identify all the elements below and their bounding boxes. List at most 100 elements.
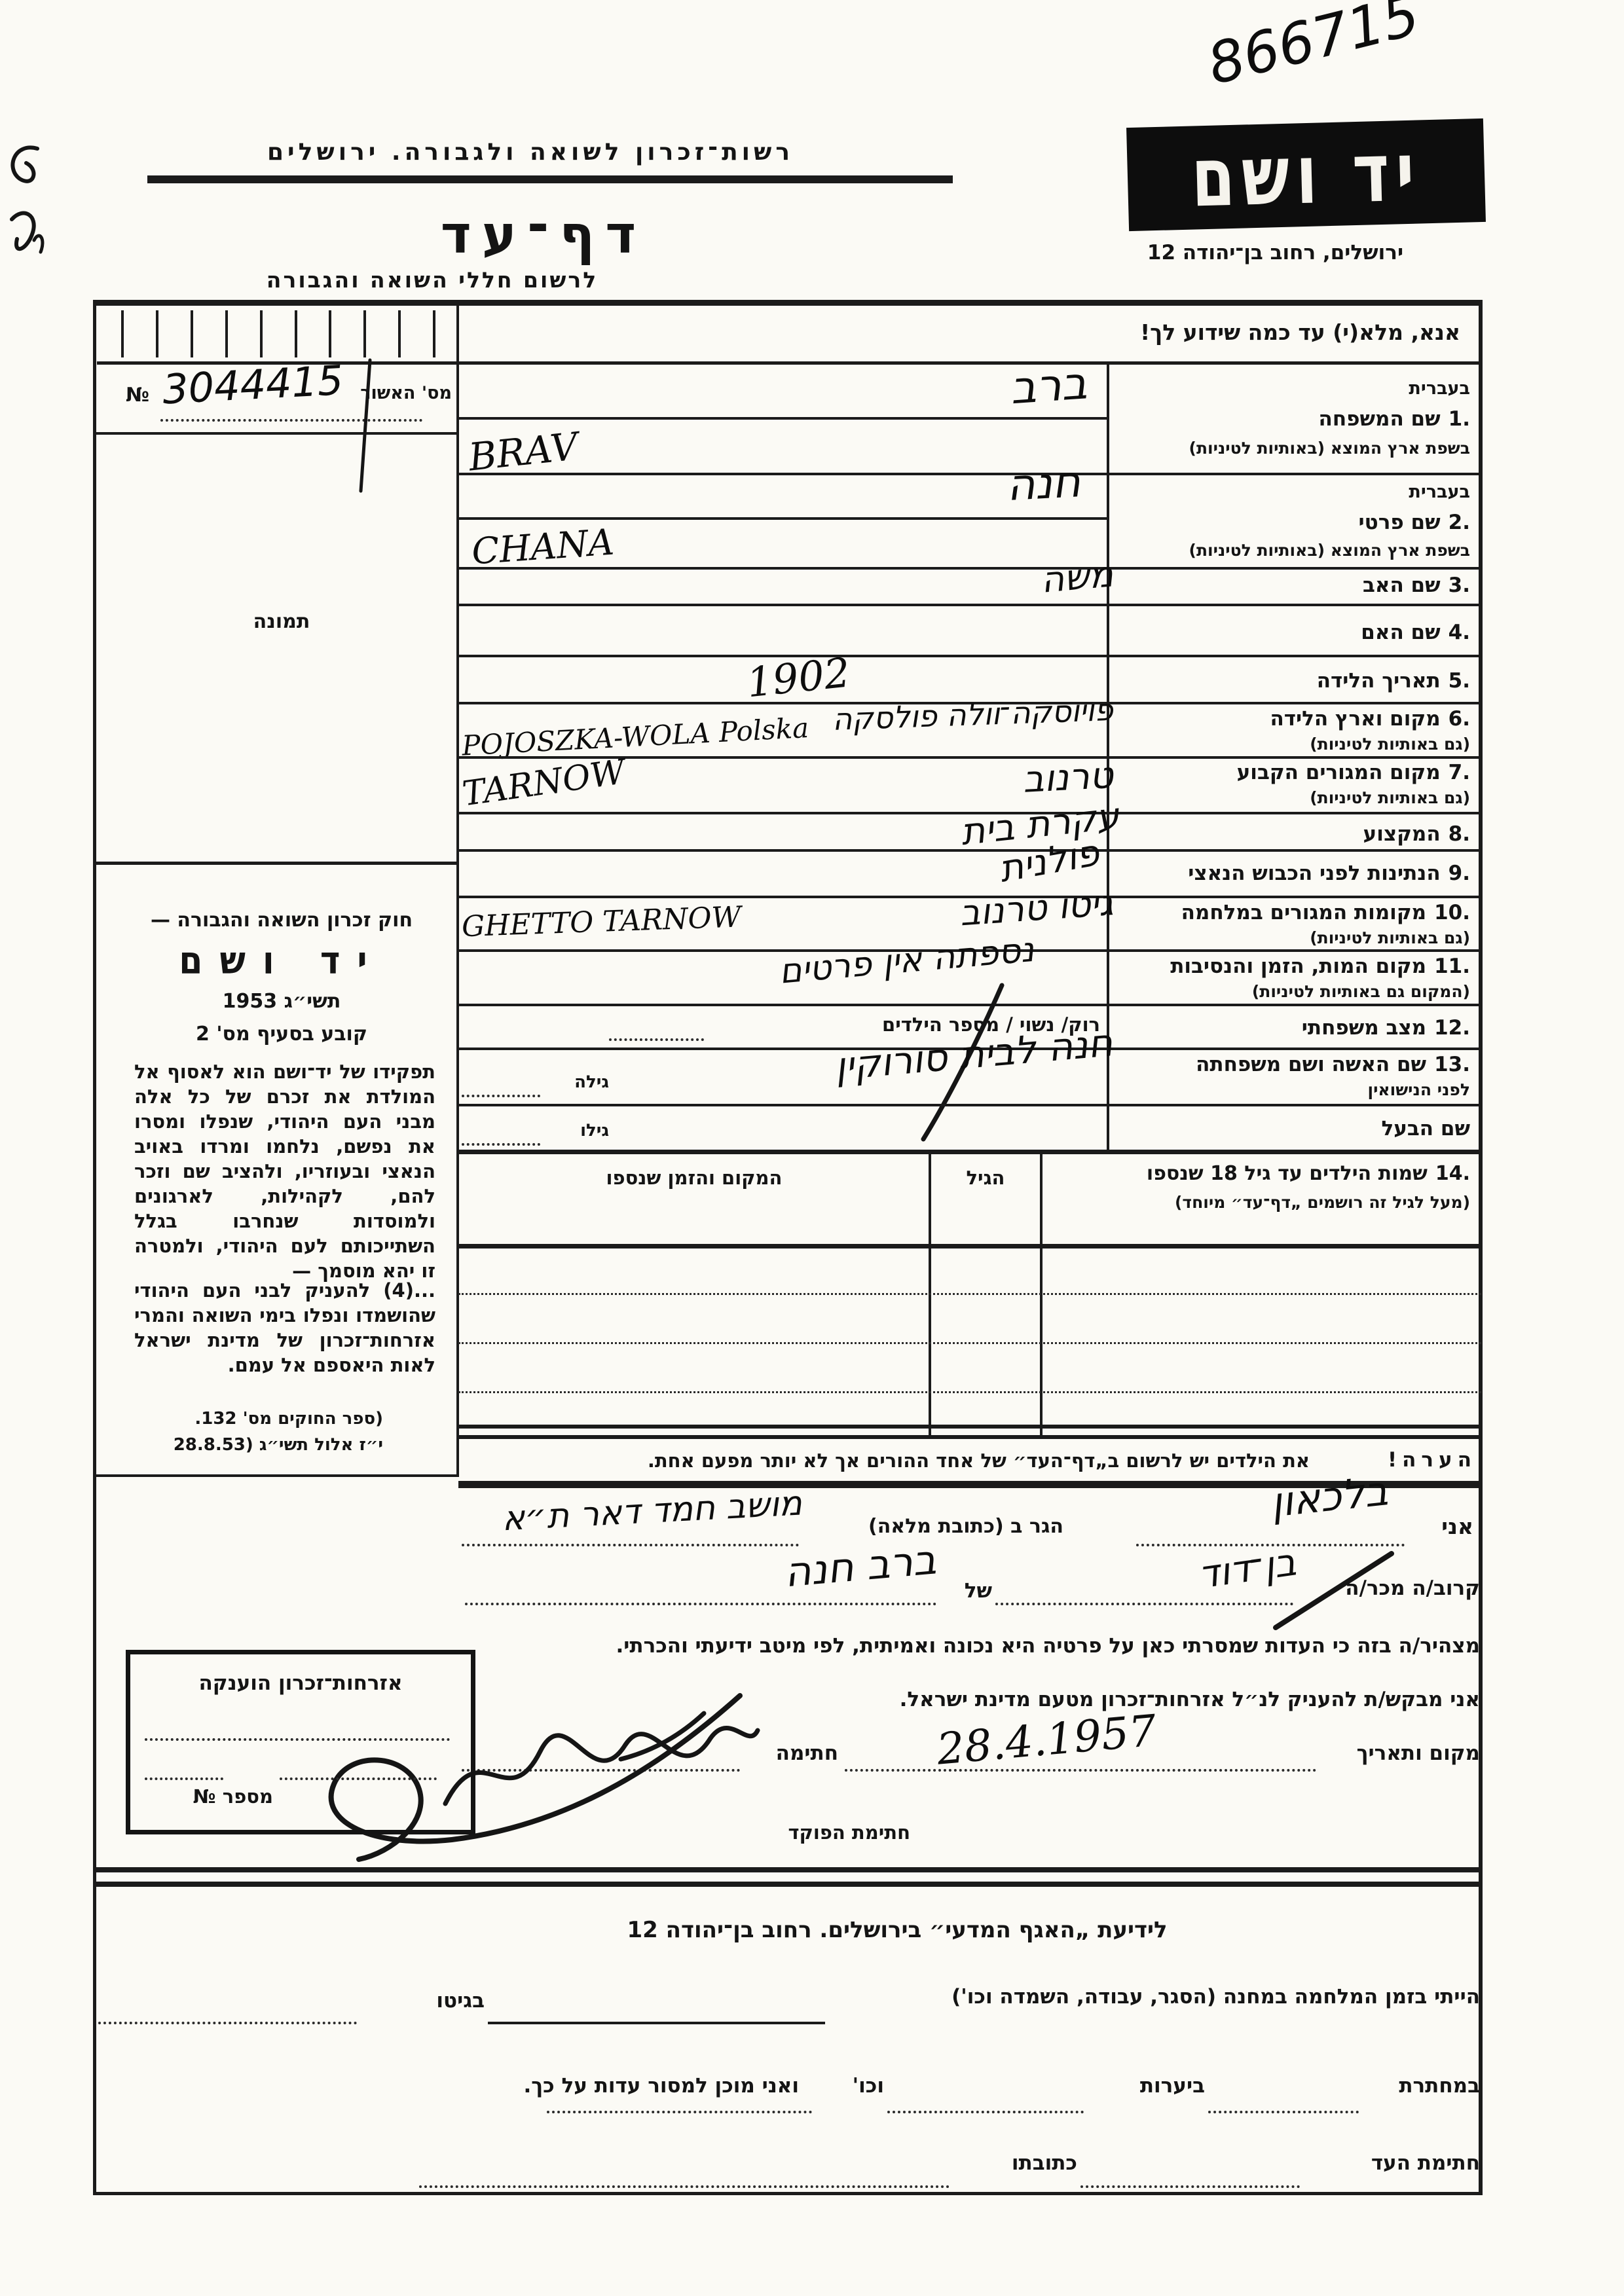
witness-address-label: כתובתו [1011, 2151, 1077, 2175]
reg-number-blank [160, 419, 422, 422]
field7-line [458, 812, 1107, 814]
table-bottom-line-2 [458, 1435, 1481, 1439]
field11-sub: (המקום גם באותיות לטיניות) [1251, 982, 1470, 1001]
field8-sep [1108, 849, 1481, 852]
field4-label: 4. שם האם [1361, 621, 1470, 644]
forests-blank [887, 2111, 1084, 2113]
field4-line [458, 655, 1107, 657]
field1-line1 [458, 417, 1107, 420]
field6-num: 6. [1448, 707, 1470, 731]
declarant-name-hw: בלכאון [1268, 1467, 1390, 1527]
field5-value: 1902 [744, 648, 853, 707]
citizenship-blank-3 [280, 1777, 437, 1780]
intro-line: אנא, מלא(י) עד כמה שידוע לך! [1140, 319, 1460, 345]
field4-sep [1108, 655, 1481, 657]
table-row-line-1 [458, 1293, 1481, 1295]
org-title: רשות־זכרון לשואה ולגבורה. ירושלים [267, 139, 794, 166]
law-text: תפקידו של יד־ושם הוא לאסוף אל המולדת את … [134, 1061, 435, 1282]
signature-blank [462, 1769, 740, 1772]
official-signature-label: חתימת הפוקד [788, 1821, 910, 1844]
border-bottom [93, 2192, 1483, 2195]
rule-under-reg [93, 432, 459, 435]
left-panel-bottom [93, 1474, 459, 1477]
camp-blank [488, 2022, 825, 2024]
table-num: 14. [1435, 1162, 1470, 1185]
field2-label: 2. שם פרטי [1358, 511, 1470, 534]
yad-vashem-logo: יד ושם [1126, 118, 1486, 232]
table-col-place: המקום והזמן שנספו [606, 1167, 783, 1189]
field3-sep [1108, 604, 1481, 606]
field6-label: 6. מקום וארץ הלידה [1270, 707, 1471, 731]
field12-children-blank [609, 1038, 704, 1041]
witness-address-blank [419, 2185, 950, 2188]
witness-signature-label: חתימת העד [1371, 2151, 1480, 2175]
law-ref-1: (ספר החוקים מס' 132. [194, 1409, 383, 1429]
field3-num: 3. [1448, 574, 1470, 597]
citizenship-box-title: אזרחות־זכרון הוענקה [198, 1671, 403, 1695]
field13-age-blank [462, 1095, 540, 1097]
field8-num: 8. [1448, 822, 1470, 846]
field10-sub: (גם באותיות לטיניות) [1310, 928, 1470, 947]
field2-line2 [458, 567, 1107, 570]
field10-label: 10. מקומות המגורים במלחמה [1181, 901, 1470, 924]
citizenship-number-label: מספר № [193, 1785, 273, 1808]
table-divider-age-left [929, 1150, 931, 1436]
citizenship-box: אזרחות־זכרון הוענקה מספר № [126, 1650, 475, 1834]
husband-age-label: גילו [580, 1121, 609, 1140]
field11-label: 11. מקום המות, הזמן והנסיבות [1170, 955, 1470, 978]
field2-line1 [458, 517, 1107, 520]
field9-num: 9. [1448, 862, 1470, 885]
ghetto-label: בגיטו [436, 1989, 485, 2013]
law-heading: חוק זכרון השואה והגבורה — [150, 909, 413, 932]
field1-sep [1108, 473, 1481, 475]
field2-subtop: בעברית [1409, 482, 1470, 502]
place-date-label: מקום ותאריך [1356, 1741, 1480, 1765]
table-label: 14. שמות הילדים עד גיל 18 שנספו [1146, 1162, 1470, 1185]
witness-signature-blank [1080, 2185, 1300, 2188]
field12-options: רוק/ נשוי / מספר הילדים [882, 1013, 1100, 1036]
field8-line [458, 849, 1107, 852]
field1-value-latin: BRAV [466, 424, 580, 480]
field2-num: 2. [1448, 511, 1470, 534]
law-year: תשי״ג 1953 [222, 990, 341, 1013]
field6-sub: (גם באותיות לטיניות) [1310, 735, 1470, 754]
field12-hand-stroke [921, 983, 1005, 1142]
etc-blank [547, 2111, 812, 2113]
field13-label: 13. שם האשה ושם משפחתה [1196, 1053, 1470, 1076]
margin-scribble [10, 145, 45, 254]
field1-num: 1. [1448, 407, 1470, 431]
declarant-address-blank [462, 1544, 799, 1546]
field7-num: 7. [1448, 761, 1470, 784]
numero-sign: № [126, 384, 150, 407]
field2-subbottom: בשפת ארץ המוצא (באותיות לטיניות) [1189, 541, 1470, 560]
tick-marks [121, 310, 435, 357]
signature-label: חתימה [775, 1741, 838, 1765]
field11-line [458, 1004, 1107, 1006]
rule-intro [97, 361, 1480, 365]
field12-label: 12. מצב משפחתי [1301, 1016, 1470, 1040]
field5-label: 5. תאריך הלידה [1316, 669, 1470, 693]
border-top [93, 300, 1483, 306]
field2-value-hebrew: חנה [1005, 456, 1082, 511]
field10-value-hebrew: גיטו טרנוב [958, 882, 1115, 934]
relation-blank [995, 1603, 1293, 1605]
field1-value-hebrew: ברב [1008, 357, 1089, 415]
camp-line-text: הייתי בזמן המלחמה במחנה (הסגר, עבודה, הש… [951, 1985, 1480, 2009]
declarant-name-blank [1136, 1544, 1405, 1546]
table-header-line [458, 1244, 1481, 1248]
table-top-line [458, 1150, 1481, 1154]
relation-label: קרוב/ה מכר/ה [1345, 1576, 1480, 1600]
declaration-statement: מצהיר/ה בזה כי העדות שמסרתי כאן על פרטיה… [616, 1634, 1480, 1658]
handwritten-file-number: 866715 [1201, 0, 1426, 98]
field8-label: 8. המקצוע [1363, 822, 1470, 846]
field3-value: משה [1039, 553, 1115, 601]
forests-label: ביערות [1139, 2074, 1205, 2098]
field4-num: 4. [1448, 621, 1470, 644]
table-row-line-3 [458, 1391, 1481, 1393]
logo-address: ירושלים, רחוב בן־יהודה 12 [1147, 241, 1404, 264]
field10-line [458, 949, 1107, 952]
field3-line [458, 604, 1107, 606]
table-col-age: הגיל [966, 1167, 1005, 1189]
org-underline [147, 175, 953, 183]
